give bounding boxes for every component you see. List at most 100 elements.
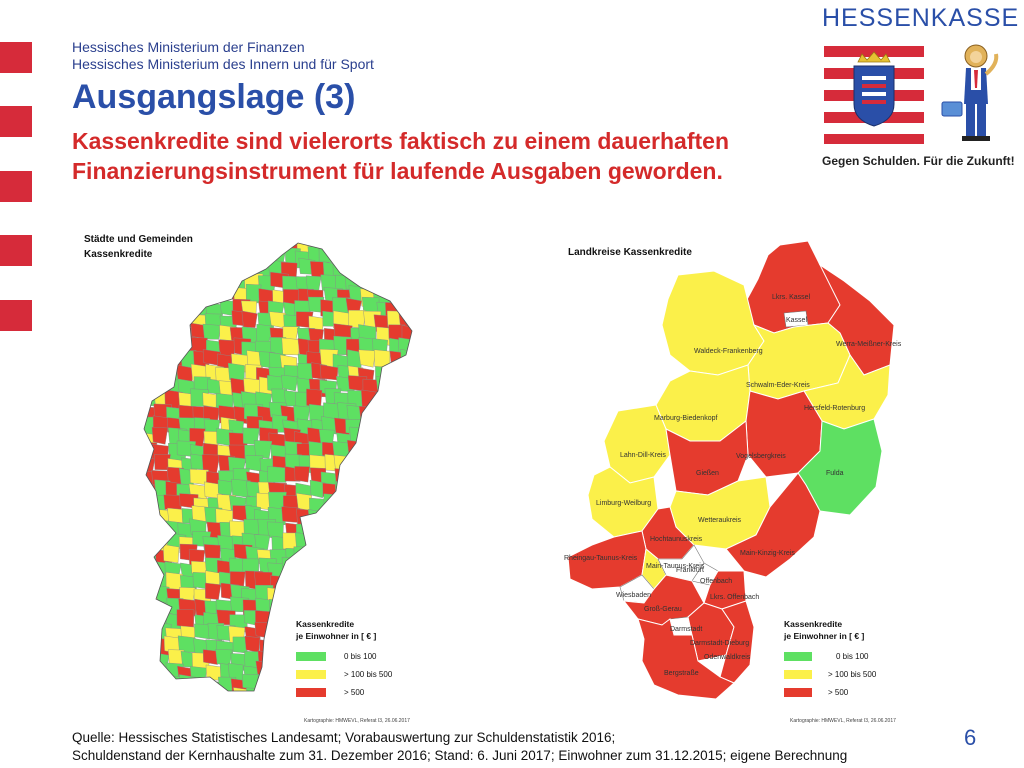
municipality-cell: [151, 426, 168, 445]
district-label: Marburg-Biedenkopf: [654, 415, 717, 422]
map-credit-left: Kartographie: HMWEVL, Referat I3, 26.06.…: [304, 718, 410, 724]
municipality-cell: [309, 479, 326, 499]
sidebar-block-1: [0, 42, 32, 73]
legend-label: > 500: [828, 688, 849, 697]
district-label: Lahn-Dill-Kreis: [620, 452, 666, 459]
district-label: Hersfeld-Rotenburg: [804, 405, 865, 412]
map-credit-right: Kartographie: HMWEVL, Referat I3, 26.06.…: [790, 718, 896, 724]
logo-tagline: Gegen Schulden. Für die Zukunft!: [822, 154, 1015, 168]
district-label: Werra-Meißner-Kreis: [836, 341, 902, 348]
municipality-cell: [358, 349, 376, 368]
ministries: Hessisches Ministerium der Finanzen Hess…: [72, 39, 374, 73]
district-label: Main-Kinzig-Kreis: [740, 550, 795, 557]
hesse-crest-icon: [853, 51, 895, 127]
district-label: Fulda: [826, 470, 844, 477]
municipality-cell: [241, 310, 258, 328]
legend-swatch-green: [296, 652, 326, 661]
municipality-cell: [202, 649, 220, 665]
district-label: Wiesbaden: [616, 592, 651, 599]
municipality-cell: [267, 466, 287, 483]
municipality-cell: [165, 572, 184, 590]
district-label: Rheingau-Taunus-Kreis: [564, 555, 638, 562]
district-bergstrasse: [637, 618, 735, 700]
legend-label: 0 bis 100: [836, 652, 869, 661]
district-label: Schwalm-Eder-Kreis: [746, 382, 810, 389]
legend-title-2: je Einwohner in [ € ]: [783, 631, 864, 641]
municipality-cell: [217, 479, 234, 497]
source-line-2: Schuldenstand der Kernhaushalte zum 31. …: [72, 748, 848, 763]
district-label: Offenbach: [700, 578, 732, 585]
district-label: Vogelsbergkreis: [736, 453, 786, 460]
district-label: Odenwaldkreis: [704, 654, 751, 661]
municipality-cell: [202, 323, 222, 340]
district-label: Lkrs. Offenbach: [710, 594, 759, 601]
district-label: Bergstraße: [664, 670, 699, 677]
page-subtitle: Kassenkredite sind vielerorts faktisch z…: [72, 128, 730, 184]
municipality-cell: [281, 506, 299, 523]
legend-title-1: Kassenkredite: [784, 619, 842, 629]
municipality-cell: [281, 337, 301, 356]
municipality-cell: [218, 339, 236, 357]
legend-right: Kassenkredite je Einwohner in [ € ] 0 bi…: [783, 619, 877, 697]
source-note: Quelle: Hessisches Statistisches Landesa…: [72, 729, 847, 765]
legend-left: Kassenkredite je Einwohner in [ € ] 0 bi…: [295, 619, 393, 697]
ministry-interior: Hessisches Ministerium des Innern und fü…: [72, 56, 374, 72]
district-label: Wetteraukreis: [698, 517, 742, 524]
legend-title-2: je Einwohner in [ € ]: [295, 631, 376, 641]
sidebar-block-3: [0, 171, 32, 202]
logo-emblem: [824, 44, 999, 144]
district-label: Darmstadt-Dieburg: [690, 640, 749, 647]
district-label: Groß-Gerau: [644, 606, 682, 613]
lion-mascot-icon: [941, 44, 999, 141]
district-label: Lkrs. Kassel: [772, 294, 811, 301]
page-number: 6: [964, 725, 977, 750]
legend-swatch-red: [784, 688, 812, 697]
page-title: Ausgangslage (3): [72, 78, 356, 116]
municipality-cell: [163, 544, 180, 564]
municipalities-map-title-1: Städte und Gemeinden: [84, 234, 193, 245]
municipality-cell: [194, 623, 212, 640]
sidebar-block-5: [0, 300, 32, 331]
districts-map-title: Landkreise Kassenkredite: [568, 247, 692, 258]
districts-map: Landkreise Kassenkredite Lkrs. Kassel Ka…: [558, 215, 918, 725]
municipality-cell: [205, 582, 222, 600]
legend-title-1: Kassenkredite: [296, 619, 354, 629]
district-label: Waldeck-Frankenberg: [694, 348, 763, 355]
municipality-cell: [294, 466, 310, 483]
municipality-cell: [254, 534, 271, 550]
district-label: Main-Taunus-Kreis: [646, 563, 705, 570]
district-label: Hochtaunuskreis: [650, 536, 703, 543]
district-label: Frankfurt: [676, 567, 704, 574]
municipalities-map: Städte und Gemeinden Kassenkredite Kasse…: [60, 215, 440, 725]
municipality-cell: [281, 374, 299, 392]
municipality-cell: [244, 635, 261, 653]
district-main-kinzig: [725, 472, 821, 578]
municipality-cell: [253, 440, 273, 459]
district-giessen: [665, 420, 749, 496]
legend-label: > 500: [344, 688, 365, 697]
legend-swatch-yellow: [296, 670, 326, 679]
municipality-cell: [233, 687, 252, 691]
legend-label: > 100 bis 500: [828, 670, 877, 679]
legend-label: > 100 bis 500: [344, 670, 393, 679]
municipality-cell: [256, 323, 273, 343]
legend-label: 0 bis 100: [344, 652, 377, 661]
legend-swatch-yellow: [784, 670, 812, 679]
sidebar-block-2: [0, 106, 32, 137]
source-line-1: Quelle: Hessisches Statistisches Landesa…: [72, 730, 616, 745]
legend-swatch-red: [296, 688, 326, 697]
ministry-finance: Hessisches Ministerium der Finanzen: [72, 39, 305, 55]
logo-name: HESSENKASSE: [822, 4, 1020, 32]
hessenkasse-logo: HESSENKASSE: [818, 4, 1018, 174]
hesse-outline-left: [143, 242, 413, 692]
municipality-cell: [177, 635, 196, 653]
municipality-cell: [215, 649, 233, 666]
district-label: Darmstadt: [670, 626, 702, 633]
municipality-cell: [176, 609, 195, 629]
district-fulda: [797, 418, 883, 516]
municipality-cell: [401, 325, 412, 344]
district-label: Kassel: [786, 317, 807, 324]
sidebar-block-4: [0, 235, 32, 266]
legend-swatch-green: [784, 652, 812, 661]
municipalities-map-title-2: Kassenkredite: [84, 249, 153, 260]
